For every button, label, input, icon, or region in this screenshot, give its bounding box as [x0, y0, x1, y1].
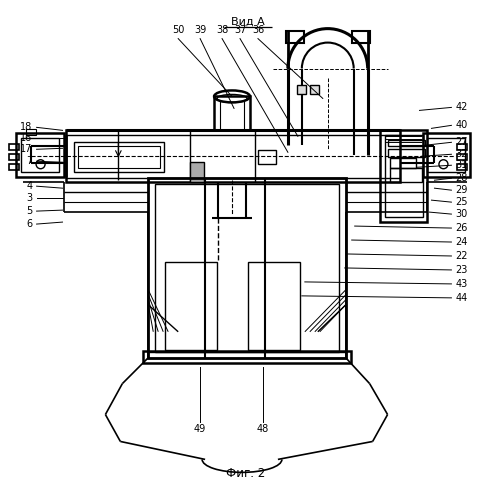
Text: 40: 40	[456, 120, 468, 130]
Text: 24: 24	[456, 237, 468, 247]
Text: 18: 18	[20, 122, 32, 132]
Text: 37: 37	[234, 24, 246, 34]
Text: 17: 17	[20, 144, 32, 154]
Bar	[148, 178, 346, 358]
Bar	[458, 154, 467, 160]
Bar	[190, 162, 204, 182]
Text: 28: 28	[456, 173, 468, 183]
Text: 49: 49	[194, 424, 206, 434]
Text: 31: 31	[456, 160, 468, 170]
Bar	[297, 86, 306, 94]
Bar	[458, 144, 467, 150]
Text: 27: 27	[456, 138, 468, 147]
Bar	[26, 130, 35, 136]
Text: 38: 38	[216, 24, 228, 34]
Text: 43: 43	[456, 279, 468, 289]
Bar	[248, 262, 300, 350]
Text: 25: 25	[456, 197, 468, 207]
Text: 42: 42	[456, 102, 468, 113]
Bar	[458, 164, 467, 170]
Bar	[21, 138, 59, 172]
Text: Вид А: Вид А	[231, 16, 265, 26]
Bar	[286, 30, 304, 42]
Bar	[9, 154, 19, 160]
Bar	[9, 144, 19, 150]
Bar	[390, 168, 422, 182]
Text: 23: 23	[456, 265, 468, 275]
Bar	[390, 158, 416, 168]
Bar	[388, 140, 426, 146]
Text: 16: 16	[20, 134, 32, 143]
Text: 22: 22	[456, 251, 468, 261]
Bar	[79, 146, 160, 168]
Bar	[388, 150, 426, 158]
Bar	[165, 262, 217, 350]
Text: 36: 36	[252, 24, 264, 34]
Text: 4: 4	[27, 181, 32, 191]
Text: Фиг. 2: Фиг. 2	[226, 467, 266, 480]
Text: 50: 50	[172, 24, 184, 34]
Bar	[65, 130, 400, 182]
Bar	[385, 136, 423, 217]
Bar	[352, 30, 369, 42]
Text: 5: 5	[27, 206, 32, 216]
Text: 39: 39	[194, 24, 206, 34]
Bar	[155, 184, 338, 352]
Text: 7: 7	[27, 156, 32, 166]
Text: 48: 48	[257, 424, 269, 434]
Text: 32: 32	[456, 150, 468, 160]
Bar	[148, 352, 346, 358]
Bar	[428, 138, 465, 172]
Text: 29: 29	[456, 185, 468, 195]
Bar	[143, 350, 351, 362]
Bar	[74, 142, 164, 172]
Bar	[258, 150, 276, 164]
Bar	[380, 130, 428, 222]
Bar	[423, 134, 470, 177]
Text: 3: 3	[27, 193, 32, 203]
Text: 26: 26	[456, 223, 468, 233]
Bar	[310, 86, 319, 94]
Bar	[9, 164, 19, 170]
Text: 44: 44	[456, 293, 468, 303]
Text: 6: 6	[27, 219, 32, 229]
Text: 30: 30	[456, 209, 468, 219]
Bar	[214, 96, 250, 130]
Bar	[16, 134, 63, 177]
